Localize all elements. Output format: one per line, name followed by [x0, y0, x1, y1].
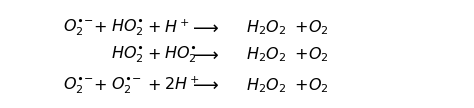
- Text: $HO_2^{\bullet}$: $HO_2^{\bullet}$: [111, 44, 144, 65]
- Text: $H_2O_2$: $H_2O_2$: [246, 45, 286, 64]
- Text: $\longrightarrow$: $\longrightarrow$: [189, 19, 219, 37]
- Text: $+$: $+$: [293, 77, 307, 94]
- Text: $+$: $+$: [93, 19, 107, 36]
- Text: $O_2^{\bullet{-}}$: $O_2^{\bullet{-}}$: [63, 18, 94, 38]
- Text: $+$: $+$: [147, 77, 161, 94]
- Text: $+$: $+$: [293, 46, 307, 63]
- Text: $O_2$: $O_2$: [308, 45, 329, 64]
- Text: $HO_2^{\bullet}$: $HO_2^{\bullet}$: [111, 18, 144, 38]
- Text: $+$: $+$: [93, 77, 107, 94]
- Text: $H_2O_2$: $H_2O_2$: [246, 76, 286, 95]
- Text: $+$: $+$: [147, 46, 161, 63]
- Text: $+$: $+$: [147, 19, 161, 36]
- Text: $H_2O_2$: $H_2O_2$: [246, 19, 286, 37]
- Text: $O_2^{\bullet{-}}$: $O_2^{\bullet{-}}$: [111, 75, 142, 96]
- Text: $O_2$: $O_2$: [308, 19, 329, 37]
- Text: $HO_2^{\bullet}$: $HO_2^{\bullet}$: [164, 44, 197, 65]
- Text: $\longrightarrow$: $\longrightarrow$: [189, 76, 219, 94]
- Text: $\longrightarrow$: $\longrightarrow$: [189, 46, 219, 64]
- Text: $2H^+$: $2H^+$: [164, 77, 200, 94]
- Text: $O_2$: $O_2$: [308, 76, 329, 95]
- Text: $H^+$: $H^+$: [164, 19, 190, 37]
- Text: $O_2^{\bullet{-}}$: $O_2^{\bullet{-}}$: [63, 75, 94, 96]
- Text: $+$: $+$: [293, 19, 307, 36]
